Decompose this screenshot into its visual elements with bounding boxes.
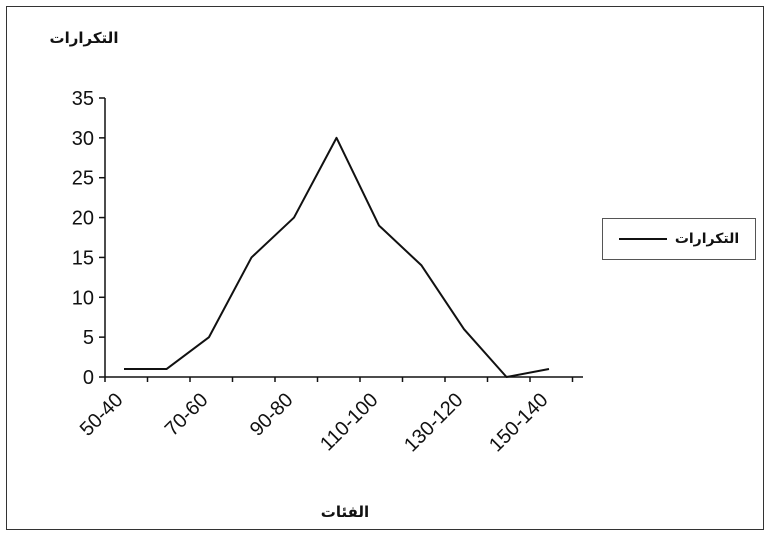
series-group	[124, 136, 550, 378]
y-tick-label: 5	[83, 327, 94, 349]
legend-label: التكرارات	[674, 231, 740, 247]
legend-line-swatch	[618, 238, 667, 240]
x-ticks: 50-40 70-60 90-80 110-100 130-120 150-140	[76, 377, 574, 456]
x-tick-label: 110-100	[316, 389, 382, 455]
x-tick-label: 130-120	[400, 389, 467, 456]
y-tick-label: 30	[72, 128, 94, 150]
y-tick-label: 20	[72, 208, 94, 230]
y-tick-label: 35	[72, 88, 94, 110]
x-axis-label: الفئات	[321, 503, 369, 521]
legend: التكرارات	[602, 218, 756, 260]
y-tick-label: 15	[72, 247, 94, 269]
x-tick-label: 150-140	[485, 389, 552, 456]
y-tick-label: 25	[72, 168, 94, 190]
x-tick-label: 50-40	[76, 389, 128, 441]
y-tick-label: 10	[72, 287, 94, 309]
x-tick-label: 70-60	[161, 389, 213, 441]
y-axis-label: التكرارات	[50, 29, 119, 47]
x-tick-label: 90-80	[246, 389, 298, 441]
series-line	[124, 136, 550, 378]
y-ticks: 0 5 10 15 20 25 30 35	[72, 88, 105, 389]
y-tick-label: 0	[83, 367, 94, 389]
chart-frame	[6, 6, 764, 530]
